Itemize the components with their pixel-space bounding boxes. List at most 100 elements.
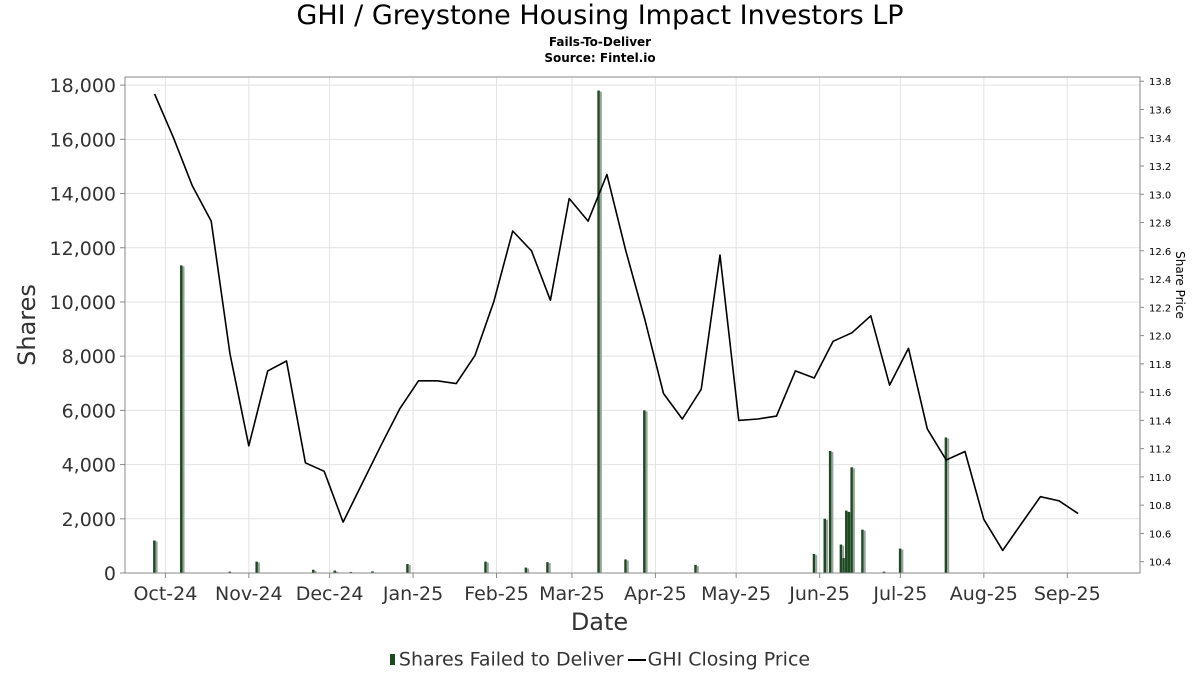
chart-title: GHI / Greystone Housing Impact Investors… bbox=[296, 0, 904, 31]
ftd-bar bbox=[597, 90, 600, 573]
ftd-bar bbox=[255, 561, 258, 573]
x-tick-label: Nov-24 bbox=[215, 583, 283, 605]
y-tick-label: 12,000 bbox=[50, 238, 116, 260]
y2-tick-label: 11.4 bbox=[1149, 416, 1171, 427]
ftd-bar-shadow bbox=[947, 438, 950, 573]
x-axis-title: Date bbox=[571, 608, 628, 636]
ftd-bar bbox=[643, 410, 646, 573]
y2-tick-label: 10.8 bbox=[1149, 501, 1171, 512]
ftd-bar bbox=[898, 548, 902, 573]
ftd-bar bbox=[861, 529, 864, 573]
y2-tick-label: 11.6 bbox=[1149, 388, 1171, 399]
ftd-bar bbox=[694, 564, 697, 573]
y-tick-label: 16,000 bbox=[50, 129, 116, 151]
ftd-bar-shadow bbox=[527, 568, 530, 573]
y2-tick-label: 11.2 bbox=[1149, 445, 1171, 456]
ftd-bar-shadow bbox=[696, 565, 699, 573]
ftd-bar-shadow bbox=[645, 411, 648, 573]
y2-tick-label: 10.4 bbox=[1149, 558, 1171, 569]
ftd-bar bbox=[524, 567, 528, 573]
legend: Shares Failed to Deliver GHI Closing Pric… bbox=[0, 648, 1200, 671]
ftd-bar bbox=[180, 265, 183, 573]
ftd-bar bbox=[828, 451, 832, 573]
plot-frame bbox=[124, 76, 1141, 574]
x-tick-label: Sep-25 bbox=[1034, 583, 1101, 605]
ftd-bar-shadow bbox=[314, 570, 317, 573]
ftd-bar-shadow bbox=[852, 468, 855, 573]
ftd-bar-shadow bbox=[815, 555, 818, 573]
y-tick-label: 18,000 bbox=[50, 75, 116, 97]
ftd-bar bbox=[546, 562, 549, 573]
ftd-bar bbox=[839, 544, 843, 573]
ftd-bar-shadow bbox=[548, 563, 551, 573]
legend-bar-swatch bbox=[389, 654, 395, 665]
y2-axis-title: Share Price bbox=[1173, 251, 1187, 319]
ftd-bar bbox=[228, 571, 231, 573]
ftd-bar-shadow bbox=[486, 562, 489, 573]
x-tick-label: Jan-25 bbox=[382, 583, 443, 605]
legend-line-swatch bbox=[627, 658, 646, 661]
y2-tick-label: 11.0 bbox=[1149, 473, 1171, 484]
y2-tick-label: 12.8 bbox=[1149, 219, 1171, 230]
ftd-bar bbox=[333, 570, 336, 573]
legend-line-label: GHI Closing Price bbox=[647, 648, 811, 671]
price-line-layer bbox=[153, 93, 1079, 552]
ftd-bar bbox=[823, 518, 826, 573]
ftd-bar bbox=[311, 569, 315, 573]
ftd-bar bbox=[624, 559, 627, 573]
ftd-bar-shadow bbox=[831, 452, 834, 573]
y-tick-label: 8,000 bbox=[62, 346, 116, 368]
x-tick-label: Jul-25 bbox=[872, 583, 927, 605]
ftd-bar bbox=[845, 510, 848, 573]
y2-tick-label: 13.6 bbox=[1149, 106, 1171, 117]
y-tick-label: 14,000 bbox=[50, 184, 116, 206]
x-tick-label: Aug-25 bbox=[950, 583, 1018, 605]
x-tick-label: Feb-25 bbox=[464, 583, 529, 605]
ftd-bar bbox=[842, 558, 845, 573]
ftd-bar-shadow bbox=[599, 91, 602, 573]
x-tick-label: Oct-24 bbox=[133, 583, 197, 605]
grid-lines bbox=[125, 77, 1140, 574]
y2-tick-label: 13.8 bbox=[1149, 77, 1171, 88]
y-tick-label: 2,000 bbox=[62, 509, 116, 531]
ftd-bar-shadow bbox=[336, 571, 338, 573]
y-tick-label: 4,000 bbox=[62, 455, 116, 477]
ftd-bar bbox=[406, 564, 409, 573]
y2-tick-label: 13.2 bbox=[1149, 162, 1171, 173]
legend-bars-label: Shares Failed to Deliver bbox=[398, 648, 624, 671]
ftd-bar-shadow bbox=[408, 565, 411, 573]
ftd-bar bbox=[484, 561, 487, 573]
y2-tick-label: 13.4 bbox=[1149, 134, 1171, 145]
ftd-bar-shadow bbox=[826, 519, 828, 573]
y2-tick-label: 13.0 bbox=[1149, 190, 1171, 201]
ftd-bar bbox=[882, 571, 886, 573]
x-tick-label: May-25 bbox=[701, 583, 771, 605]
ftd-bar-shadow bbox=[155, 541, 158, 573]
ftd-bars bbox=[153, 90, 950, 573]
x-tick-label: Dec-24 bbox=[296, 583, 364, 605]
y-tick-label: 10,000 bbox=[50, 292, 116, 314]
price-line bbox=[153, 93, 1079, 552]
y2-tick-label: 11.8 bbox=[1149, 360, 1171, 371]
ftd-bar bbox=[850, 467, 853, 573]
ftd-bar bbox=[153, 540, 156, 573]
ftd-bar-shadow bbox=[626, 560, 629, 573]
chart-source: Source: Fintel.io bbox=[544, 51, 656, 65]
y2-tick-label: 12.6 bbox=[1149, 247, 1171, 258]
y2-tick-label: 10.6 bbox=[1149, 529, 1171, 540]
chart-subtitle: Fails-To-Deliver bbox=[548, 35, 652, 49]
y2-tick-label: 12.2 bbox=[1149, 303, 1171, 314]
ftd-bar-shadow bbox=[863, 530, 866, 573]
ftd-bar-shadow bbox=[257, 562, 260, 573]
x-tick-label: Jun-25 bbox=[788, 583, 850, 605]
ftd-bar bbox=[812, 554, 816, 573]
axes: 0 2,000 4,000 6,000 8,000 10,000 12,000 14,000 1… bbox=[50, 75, 1172, 605]
y2-tick-label: 12.0 bbox=[1149, 332, 1171, 343]
x-tick-label: Mar-25 bbox=[539, 583, 605, 605]
ftd-bar bbox=[847, 512, 851, 573]
ftd-bar-shadow bbox=[901, 549, 904, 573]
y-tick-label: 6,000 bbox=[62, 400, 116, 422]
ftd-bar-shadow bbox=[182, 266, 185, 573]
y-axis-title: Shares bbox=[13, 284, 41, 366]
